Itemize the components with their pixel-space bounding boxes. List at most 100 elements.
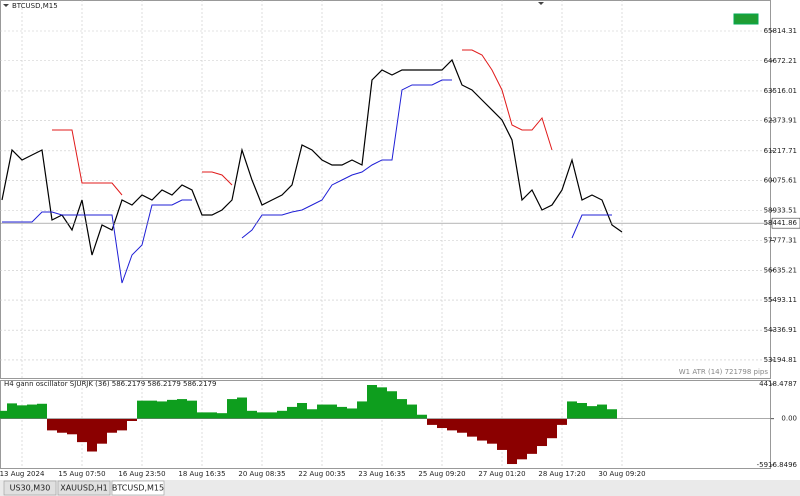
series-line <box>202 171 233 186</box>
series-line <box>241 79 452 239</box>
series-line <box>2 199 192 284</box>
oscillator-bar <box>597 404 607 419</box>
oscillator-bar <box>147 400 157 419</box>
tabs: US30,M30 XAUUSD,H1 BTCUSD,M15 <box>3 480 165 496</box>
y-tick-label: 0.00 <box>781 415 797 423</box>
oscillator-bar <box>7 403 17 419</box>
oscillator-bar <box>257 412 267 419</box>
oscillator-bar <box>247 410 257 419</box>
series-line <box>571 214 612 239</box>
oscillator-bar <box>57 418 67 433</box>
y-tick-label: 60075.61 <box>764 177 797 185</box>
oscillator-bar <box>507 418 517 465</box>
x-tick-label: 27 Aug 01:20 <box>478 470 525 478</box>
oscillator-bar <box>157 401 167 419</box>
last-price-box <box>771 217 800 229</box>
oscillator-bar <box>47 418 57 431</box>
oscillator-bar <box>407 404 417 419</box>
y-tick-label: -5916.8496 <box>757 461 798 469</box>
y-tick-label: 58933.51 <box>764 206 797 214</box>
oscillator-bar <box>97 418 107 444</box>
price-panel <box>0 0 771 379</box>
oscillator-bar <box>497 418 507 450</box>
oscillator-bar <box>457 418 467 433</box>
oscillator-bar <box>487 418 497 444</box>
x-tick-label: 15 Aug 07:50 <box>58 470 105 478</box>
y-tick-label: 55493.11 <box>764 296 797 304</box>
y-tick-label: 64672.21 <box>764 57 797 65</box>
x-tick-label: 23 Aug 16:35 <box>358 470 405 478</box>
oscillator-bar <box>117 418 127 431</box>
series-line <box>1 58 623 256</box>
oscillator-bar <box>587 406 597 419</box>
oscillator-bar <box>227 399 237 419</box>
y-tick-label: 62373.91 <box>764 117 797 125</box>
series-line <box>462 49 553 151</box>
tab[interactable] <box>111 480 165 496</box>
oscillator-bar <box>187 400 197 419</box>
oscillator-bar <box>517 418 527 460</box>
oscillator-bar <box>287 406 297 419</box>
oscillator-bar <box>277 410 287 419</box>
scroll-marker <box>538 2 544 5</box>
oscillator-bar <box>567 401 577 419</box>
symbol-label: BTCUSD,M15 <box>12 2 58 10</box>
oscillator-bar <box>377 387 387 419</box>
oscillator-bar <box>357 401 367 419</box>
oscillator-bar <box>477 418 487 441</box>
tab-label: XAUUSD,H1 <box>60 484 108 493</box>
oscillator-bar <box>387 391 397 419</box>
x-tick-label: 22 Aug 00:35 <box>298 470 345 478</box>
menu-arrow <box>3 4 9 7</box>
x-tick-label: 18 Aug 16:35 <box>178 470 225 478</box>
oscillator-bar <box>217 413 227 419</box>
x-tick-label: 25 Aug 09:20 <box>418 470 465 478</box>
atr-info: W1 ATR (14) 721798 pips <box>679 368 769 376</box>
oscillator-bar <box>267 412 277 419</box>
oscillator-bar <box>177 399 187 419</box>
oscillator-bar <box>17 405 27 419</box>
oscillator-bar <box>237 397 247 419</box>
y-tick-label: 53194.81 <box>764 356 797 364</box>
oscillator-bar <box>137 400 147 419</box>
y-tick-label: 56635.21 <box>764 266 797 274</box>
oscillator-title: H4 gann oscillator SJURJK (36) 586.2179 … <box>4 380 216 388</box>
oscillator-bar <box>537 418 547 447</box>
oscillator-bar <box>337 406 347 419</box>
oscillator-bar <box>607 409 617 419</box>
oscillator-bar <box>427 418 437 425</box>
oscillator-bar <box>547 418 557 439</box>
oscillator-bar <box>327 404 337 419</box>
tab-bar <box>0 480 800 496</box>
oscillator-bar <box>577 402 587 419</box>
oscillator-bar <box>447 418 457 431</box>
oscillator-panel <box>0 380 771 469</box>
oscillator-bar <box>317 404 327 419</box>
y-tick-label: 63516.01 <box>764 87 797 95</box>
y-tick-label: 61217.71 <box>764 147 797 155</box>
oscillator-bar <box>27 404 37 419</box>
y-tick-label: 54336.91 <box>764 326 797 334</box>
oscillator-bar <box>37 403 47 419</box>
tab[interactable] <box>3 480 57 496</box>
x-tick-label: 16 Aug 23:50 <box>118 470 165 478</box>
y-tick-label: 65814.31 <box>764 27 797 35</box>
oscillator-bar <box>397 399 407 419</box>
x-tick-label: 13 Aug 2024 <box>0 470 45 478</box>
tab[interactable] <box>57 480 111 496</box>
y-tick-label: 57777.31 <box>764 237 797 245</box>
oscillator-bar <box>437 418 447 429</box>
oscillator-bar <box>417 414 427 419</box>
x-tick-label: 30 Aug 09:20 <box>598 470 645 478</box>
oscillator-bar <box>107 418 117 433</box>
series-line <box>52 129 123 196</box>
x-tick-label: 20 Aug 08:35 <box>238 470 285 478</box>
oscillator-bar <box>0 410 7 419</box>
oscillator-bar <box>527 418 537 454</box>
oscillator-bar <box>77 418 87 443</box>
y-tick-label: 4418.4787 <box>759 380 797 388</box>
oscillator-bar <box>167 399 177 419</box>
oscillator-bar <box>557 418 567 425</box>
oscillator-bar <box>207 412 217 419</box>
